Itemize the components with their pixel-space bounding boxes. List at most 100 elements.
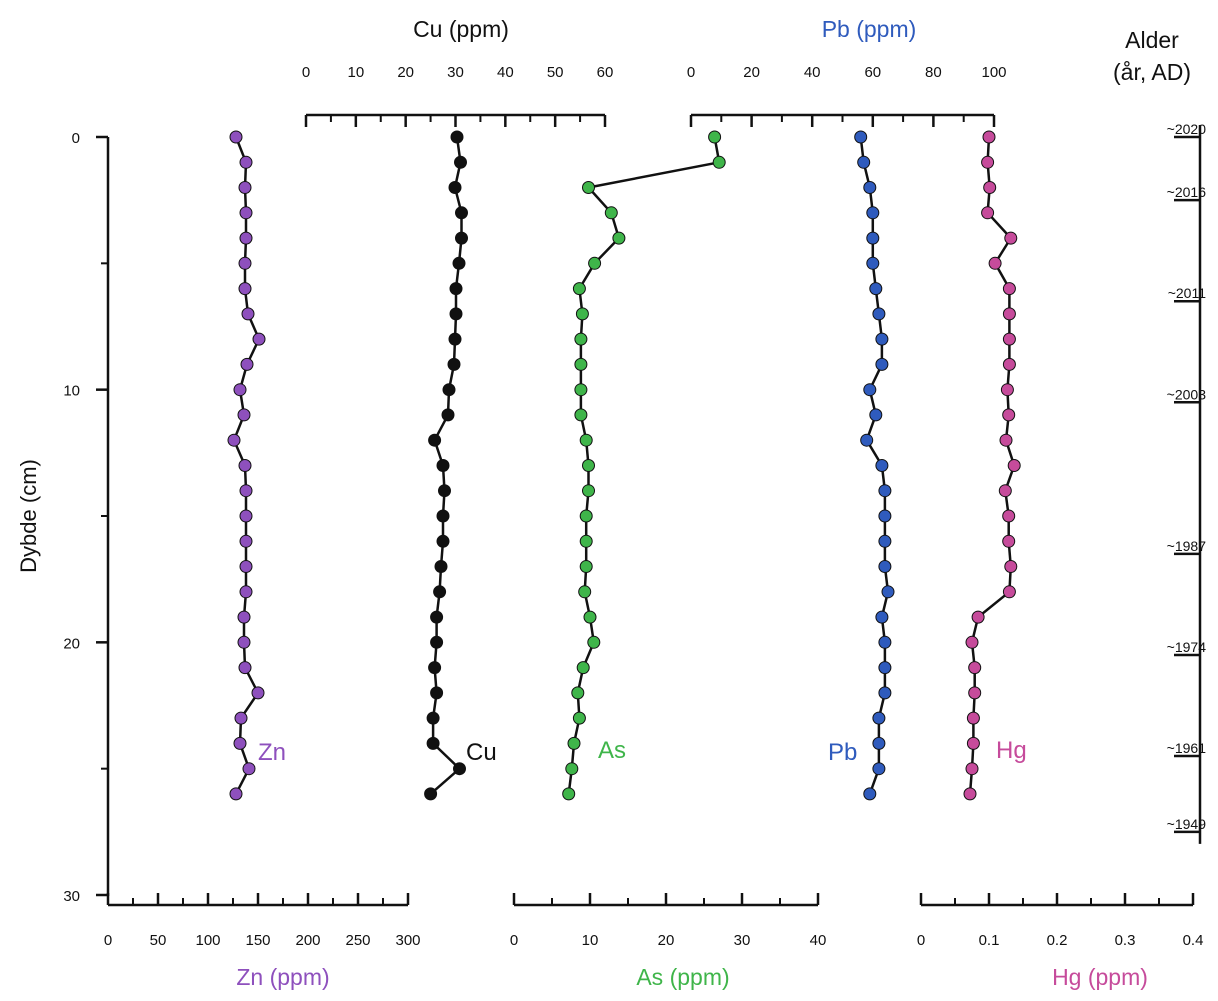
data-point [583, 610, 597, 624]
axis-tick-label: 0.1 [979, 932, 1000, 949]
axis-tick-label: 0 [687, 64, 695, 81]
data-point [426, 736, 440, 750]
age-tick-label: ~2020 [1167, 121, 1207, 137]
data-point [869, 282, 883, 296]
data-point [966, 711, 980, 725]
data-point [433, 585, 447, 599]
age-tick-label: ~2011 [1168, 285, 1206, 301]
data-point [579, 560, 593, 573]
data-point [233, 736, 247, 750]
data-point [428, 433, 442, 447]
axis-tick-label: 300 [395, 932, 420, 949]
data-point [878, 534, 892, 548]
data-point [579, 509, 593, 523]
data-point [872, 762, 886, 776]
data-point [1002, 534, 1016, 548]
data-point [971, 610, 985, 624]
data-point [1002, 408, 1016, 422]
data-point [968, 661, 982, 675]
data-point [965, 762, 979, 776]
depth-tick-label: 30 [63, 888, 80, 905]
axis-tick-label: 80 [925, 64, 942, 81]
data-point [227, 433, 241, 447]
data-point [878, 661, 892, 675]
axis-tick-label: 0.4 [1183, 932, 1204, 949]
data-point [424, 787, 438, 801]
data-point [252, 332, 266, 346]
age-tick-label: ~2003 [1167, 386, 1207, 402]
data-point [242, 762, 256, 776]
series-group: Zn Cu As Pb Hg [227, 130, 1027, 801]
data-point [860, 433, 874, 447]
data-point [565, 762, 579, 776]
axis-tick-label: 10 [347, 64, 364, 81]
data-point [436, 509, 450, 523]
data-point [574, 332, 588, 346]
depth-tick-label: 20 [63, 635, 80, 652]
data-point [1007, 459, 1021, 472]
data-point [582, 181, 595, 194]
axis-tick-label: 0.2 [1047, 932, 1068, 949]
axis-cu: 0 10 20 30 40 50 60 Cu (ppm) [302, 16, 614, 127]
series-label: As [598, 737, 626, 764]
data-point [863, 181, 877, 194]
axis-title: Hg (ppm) [1052, 964, 1148, 990]
data-point [449, 307, 463, 321]
data-point [579, 433, 593, 447]
age-tick-label: ~1987 [1167, 538, 1207, 554]
data-point [238, 459, 252, 472]
data-point [998, 484, 1012, 498]
data-point [239, 484, 253, 498]
data-point [233, 383, 247, 397]
data-point [240, 357, 254, 371]
age-tick-label: ~1974 [1167, 639, 1207, 655]
data-point [983, 181, 997, 194]
age-tick-label: ~1949 [1167, 816, 1207, 832]
series-label: Hg [996, 737, 1027, 764]
data-point [966, 736, 980, 750]
data-point [872, 711, 886, 725]
data-point [1002, 585, 1016, 599]
data-point [571, 686, 585, 700]
data-point [237, 610, 251, 624]
data-point [612, 231, 626, 245]
data-point [453, 762, 466, 776]
depth-axis: 0 10 20 30 Dybde (cm) [16, 130, 110, 905]
axis-tick-label: 200 [295, 932, 320, 949]
data-point [238, 256, 252, 270]
data-point [574, 383, 588, 397]
data-point [1004, 560, 1018, 573]
data-point [872, 307, 886, 321]
series-label: Cu [466, 739, 497, 766]
data-point [708, 130, 722, 144]
data-point [239, 206, 253, 220]
axis-title: As (ppm) [636, 964, 729, 990]
series-cu: Cu [424, 130, 497, 801]
axis-tick-label: 30 [734, 932, 751, 949]
axis-title: Pb (ppm) [822, 16, 917, 42]
data-point [562, 787, 576, 801]
data-point [430, 610, 444, 624]
data-point [238, 282, 252, 296]
age-tick-label: ~1961 [1167, 740, 1207, 756]
axis-tick-label: 20 [397, 64, 414, 81]
data-point [567, 736, 581, 750]
data-point [574, 408, 588, 422]
data-point [574, 357, 588, 371]
series-label: Zn [258, 739, 286, 766]
axis-tick-label: 40 [804, 64, 821, 81]
axis-zn: 0 50 100 150 200 250 300 Zn (ppm) [104, 893, 421, 990]
axis-tick-label: 60 [864, 64, 881, 81]
data-point [866, 256, 880, 270]
axis-tick-label: 60 [597, 64, 614, 81]
data-point [239, 534, 253, 548]
data-point [229, 787, 243, 801]
series-hg: Hg [963, 130, 1027, 801]
data-point [237, 408, 251, 422]
data-point [576, 661, 590, 675]
data-point [963, 787, 977, 801]
age-tick-label: ~2016 [1167, 184, 1207, 200]
data-point [572, 711, 586, 725]
depth-tick-label: 0 [72, 130, 80, 147]
